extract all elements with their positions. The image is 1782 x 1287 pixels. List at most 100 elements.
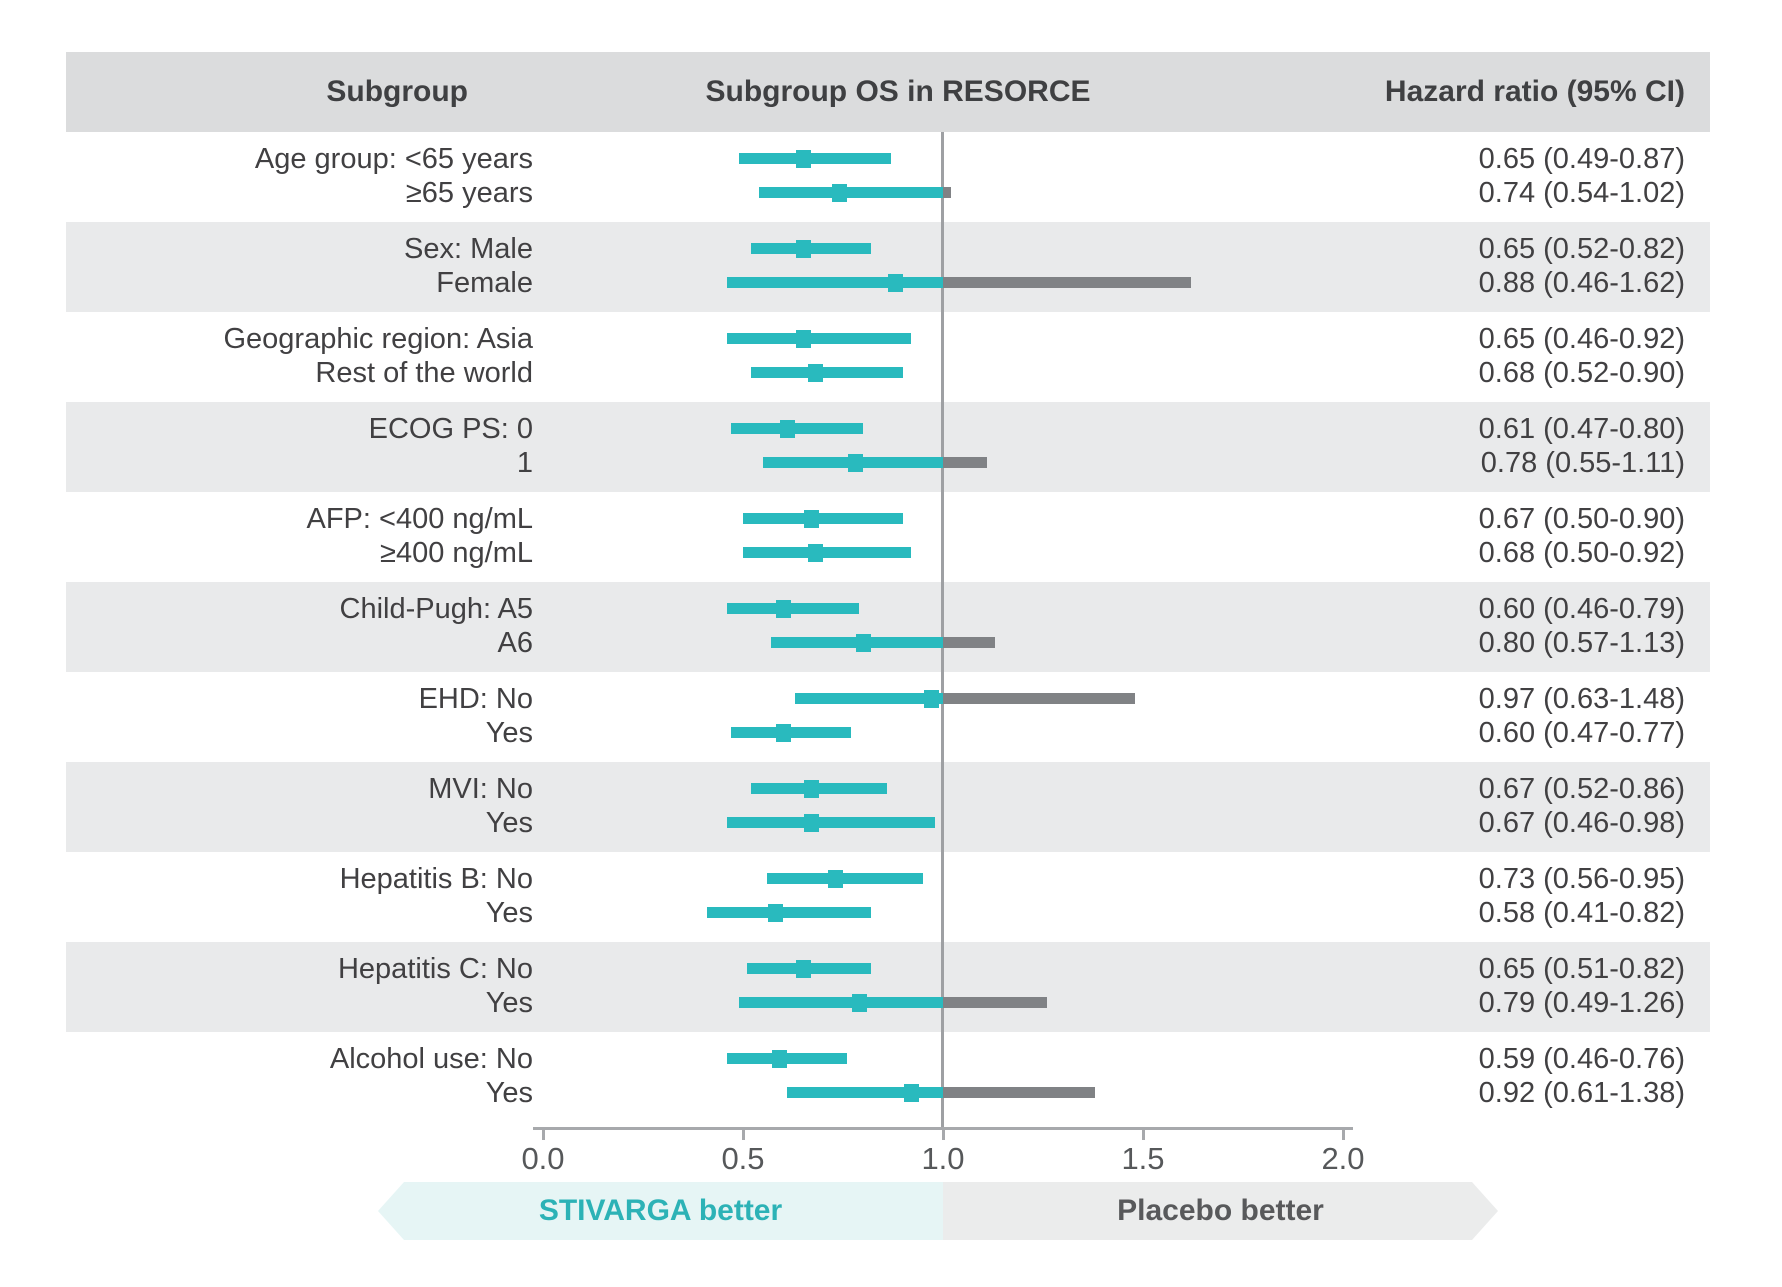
ci-bar-teal: [751, 243, 871, 254]
subgroup-rows: Age group: <65 years 0.65 (0.49-0.87) ≥65 …: [66, 132, 1710, 1122]
hazard-ratio-value: 0.68 (0.52-0.90): [1478, 357, 1685, 389]
axis-tick: [1142, 1130, 1145, 1140]
hr-point-marker: [831, 184, 847, 202]
hr-point-marker: [767, 904, 783, 922]
hazard-ratio-value: 0.67 (0.52-0.86): [1478, 773, 1685, 805]
subgroup-label: AFP: <400 ng/mL: [306, 503, 534, 535]
reference-line: [941, 132, 944, 1128]
hazard-ratio-value: 0.58 (0.41-0.82): [1478, 897, 1685, 929]
table-header-band: Subgroup Subgroup OS in RESORCE Hazard r…: [66, 52, 1710, 132]
hazard-ratio-value: 0.67 (0.50-0.90): [1478, 503, 1685, 535]
subgroup-label: ≥65 years: [405, 177, 533, 209]
stivarga-better-arrow: STIVARGA better: [378, 1182, 943, 1240]
subgroup-band: Hepatitis C: No 0.65 (0.51-0.82) Yes 0.79 (…: [66, 942, 1710, 1032]
table-row: Age group: <65 years 0.65 (0.49-0.87): [66, 142, 1710, 176]
hr-point-marker: [795, 330, 811, 348]
hazard-ratio-value: 0.68 (0.50-0.92): [1478, 537, 1685, 569]
ci-bar-gray: [943, 1087, 1095, 1098]
table-row: AFP: <400 ng/mL 0.67 (0.50-0.90): [66, 502, 1710, 536]
hazard-ratio-value: 0.74 (0.54-1.02): [1478, 177, 1685, 209]
table-row: ≥65 years 0.74 (0.54-1.02): [66, 176, 1710, 210]
table-row: A6 0.80 (0.57-1.13): [66, 626, 1710, 660]
table-row: ≥400 ng/mL 0.68 (0.50-0.92): [66, 536, 1710, 570]
hazard-ratio-value: 0.79 (0.49-1.26): [1478, 987, 1685, 1019]
x-axis-line: [533, 1127, 1353, 1130]
ci-bar-teal: [739, 153, 891, 164]
table-row: Yes 0.58 (0.41-0.82): [66, 896, 1710, 930]
subgroup-band: Alcohol use: No 0.59 (0.46-0.76) Yes 0.92 (…: [66, 1032, 1710, 1122]
hr-point-marker: [887, 274, 903, 292]
subgroup-label: Child-Pugh: A5: [339, 593, 533, 625]
hr-point-marker: [807, 544, 823, 562]
ci-bar-gray: [943, 997, 1047, 1008]
hr-point-marker: [803, 814, 819, 832]
ci-bar-gray: [943, 277, 1191, 288]
hr-point-marker: [807, 364, 823, 382]
subgroup-label: Yes: [485, 807, 533, 839]
ci-bar-gray: [943, 693, 1135, 704]
table-row: Yes 0.67 (0.46-0.98): [66, 806, 1710, 840]
subgroup-label: MVI: No: [428, 773, 533, 805]
placebo-better-arrow: Placebo better: [943, 1182, 1498, 1240]
axis-tick-label: 1.5: [1121, 1141, 1165, 1176]
ci-bar-gray: [943, 637, 995, 648]
hr-point-marker: [779, 420, 795, 438]
subgroup-label: Yes: [485, 897, 533, 929]
hr-point-marker: [903, 1084, 919, 1102]
hr-point-marker: [795, 150, 811, 168]
table-row: Rest of the world 0.68 (0.52-0.90): [66, 356, 1710, 390]
hazard-ratio-value: 0.88 (0.46-1.62): [1478, 267, 1685, 299]
hazard-ratio-value: 0.73 (0.56-0.95): [1478, 863, 1685, 895]
ci-bar-teal: [727, 1053, 847, 1064]
ci-bar-teal: [787, 1087, 943, 1098]
subgroup-label: Alcohol use: No: [329, 1043, 533, 1075]
subgroup-label: 1: [516, 447, 533, 479]
hr-point-marker: [775, 724, 791, 742]
hr-point-marker: [923, 690, 939, 708]
ci-bar-gray: [943, 457, 987, 468]
subgroup-label: Yes: [485, 1077, 533, 1109]
subgroup-label: Sex: Male: [404, 233, 533, 265]
ci-bar-teal: [731, 423, 863, 434]
hazard-ratio-value: 0.78 (0.55-1.11): [1480, 447, 1685, 479]
column-header-plot-title: Subgroup OS in RESORCE: [705, 75, 1091, 108]
hr-point-marker: [827, 870, 843, 888]
ci-bar-teal: [707, 907, 871, 918]
column-header-hazard-ratio: Hazard ratio (95% CI): [1384, 75, 1685, 108]
subgroup-band: Child-Pugh: A5 0.60 (0.46-0.79) A6 0.80 (0.…: [66, 582, 1710, 672]
hazard-ratio-value: 0.60 (0.47-0.77): [1478, 717, 1685, 749]
table-row: ECOG PS: 0 0.61 (0.47-0.80): [66, 412, 1710, 446]
hazard-ratio-value: 0.80 (0.57-1.13): [1478, 627, 1685, 659]
axis-tick-label: 0.5: [721, 1141, 765, 1176]
subgroup-label: ≥400 ng/mL: [380, 537, 533, 569]
table-row: Yes 0.60 (0.47-0.77): [66, 716, 1710, 750]
table-row: Yes 0.92 (0.61-1.38): [66, 1076, 1710, 1110]
hr-point-marker: [803, 780, 819, 798]
hazard-ratio-value: 0.59 (0.46-0.76): [1478, 1043, 1685, 1075]
axis-tick: [742, 1130, 745, 1140]
ci-bar-teal: [727, 277, 943, 288]
hazard-ratio-value: 0.65 (0.46-0.92): [1478, 323, 1685, 355]
table-row: Alcohol use: No 0.59 (0.46-0.76): [66, 1042, 1710, 1076]
hr-point-marker: [771, 1050, 787, 1068]
hazard-ratio-value: 0.61 (0.47-0.80): [1478, 413, 1685, 445]
ci-bar-teal: [751, 783, 887, 794]
axis-tick-label: 0.0: [521, 1141, 565, 1176]
table-row: Sex: Male 0.65 (0.52-0.82): [66, 232, 1710, 266]
ci-bar-teal: [743, 513, 903, 524]
subgroup-label: Age group: <65 years: [254, 143, 533, 175]
hazard-ratio-value: 0.97 (0.63-1.48): [1478, 683, 1685, 715]
ci-bar-teal: [727, 817, 935, 828]
table-row: Hepatitis B: No 0.73 (0.56-0.95): [66, 862, 1710, 896]
ci-bar-teal: [731, 727, 851, 738]
placebo-better-label: Placebo better: [1117, 1194, 1324, 1227]
subgroup-label: Hepatitis C: No: [337, 953, 533, 985]
subgroup-label: Geographic region: Asia: [223, 323, 533, 355]
hr-point-marker: [847, 454, 863, 472]
hr-point-marker: [775, 600, 791, 618]
subgroup-band: Hepatitis B: No 0.73 (0.56-0.95) Yes 0.58 (…: [66, 852, 1710, 942]
axis-tick: [542, 1130, 545, 1140]
hr-point-marker: [851, 994, 867, 1012]
table-row: MVI: No 0.67 (0.52-0.86): [66, 772, 1710, 806]
